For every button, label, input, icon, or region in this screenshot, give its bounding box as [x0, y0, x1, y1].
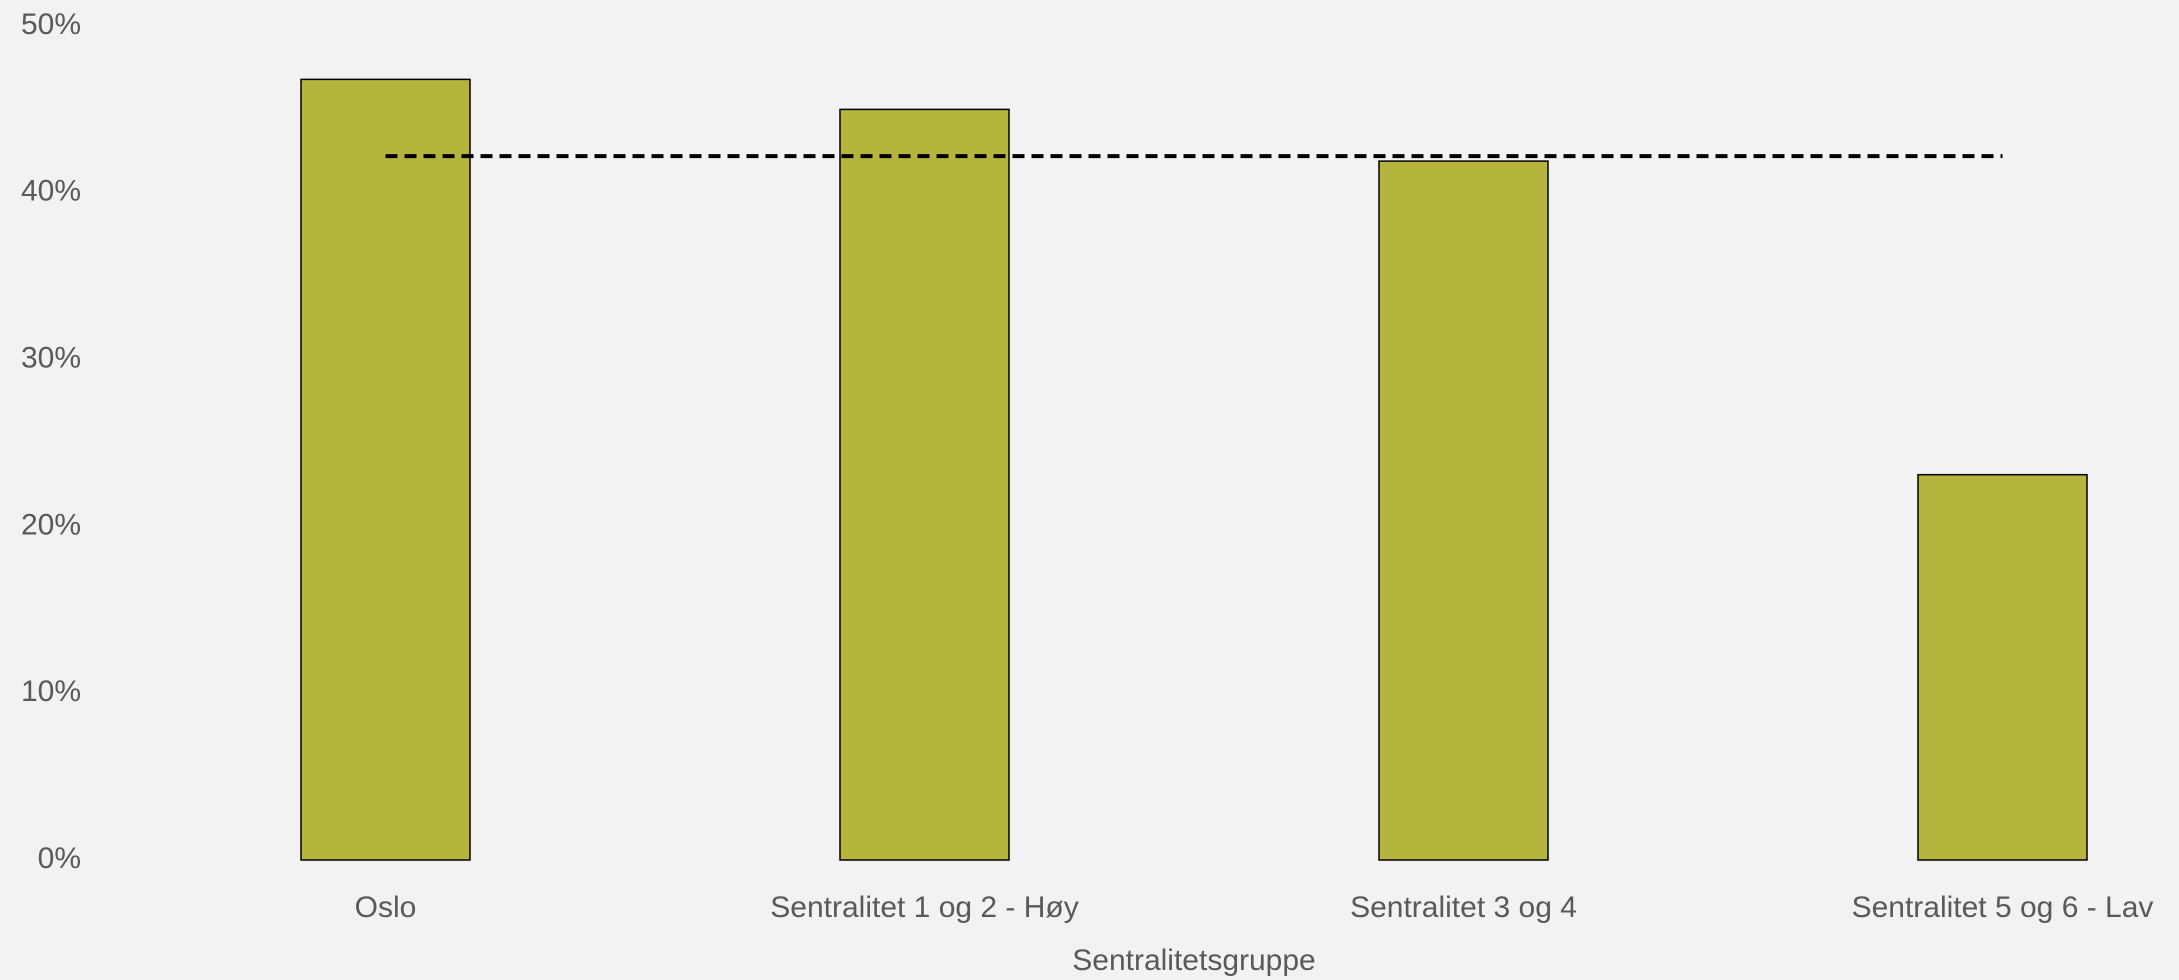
bar	[300, 78, 471, 861]
x-tick-label: Sentralitet 3 og 4	[1350, 891, 1577, 924]
y-tick-label: 30%	[21, 342, 81, 375]
bar	[1917, 473, 2088, 861]
x-tick-label: Oslo	[355, 891, 417, 924]
y-tick-label: 40%	[21, 175, 81, 208]
x-tick-label: Sentralitet 5 og 6 - Lav	[1852, 891, 2154, 924]
x-axis-title: Sentralitetsgruppe	[1072, 944, 1316, 977]
y-tick-label: 50%	[21, 8, 81, 41]
bar	[1378, 160, 1549, 861]
y-tick-label: 10%	[21, 675, 81, 708]
y-tick-label: 20%	[21, 508, 81, 541]
x-tick-label: Sentralitet 1 og 2 - Høy	[770, 891, 1078, 924]
bar	[839, 108, 1010, 861]
y-tick-label: 0%	[38, 842, 81, 875]
